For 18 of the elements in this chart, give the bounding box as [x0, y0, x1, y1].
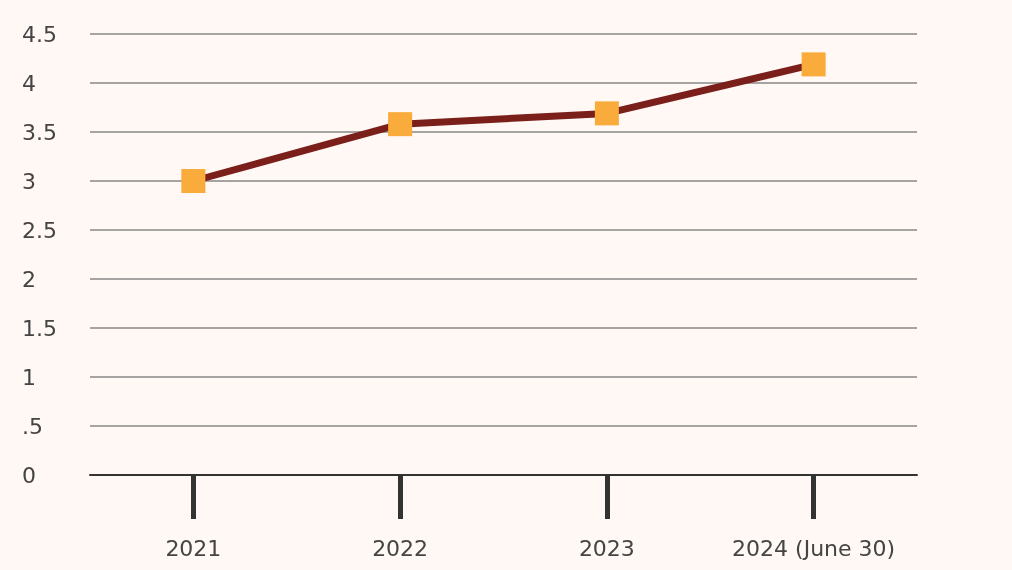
y-tick-label: 1	[22, 364, 36, 390]
x-tick-label: 2021	[165, 535, 222, 561]
y-tick-label: 2	[22, 266, 36, 292]
y-tick-label: .5	[22, 413, 43, 439]
point	[801, 52, 826, 77]
point	[181, 169, 206, 193]
point	[594, 101, 619, 126]
y-tick-label: 3	[22, 168, 36, 194]
x-tick-label: 2023	[578, 535, 635, 561]
y-tick-label: 4.5	[22, 21, 57, 47]
point	[388, 112, 413, 137]
y-tick-label: 0	[22, 462, 36, 488]
x-tick-label: 2022	[372, 535, 429, 561]
y-tick-label: 2.5	[22, 217, 57, 243]
x-tick-label: 2024 (June 30)	[732, 535, 896, 561]
y-tick-label: 3.5	[22, 119, 57, 145]
y-tick-label: 4	[22, 70, 36, 96]
y-tick-label: 1.5	[22, 315, 57, 341]
